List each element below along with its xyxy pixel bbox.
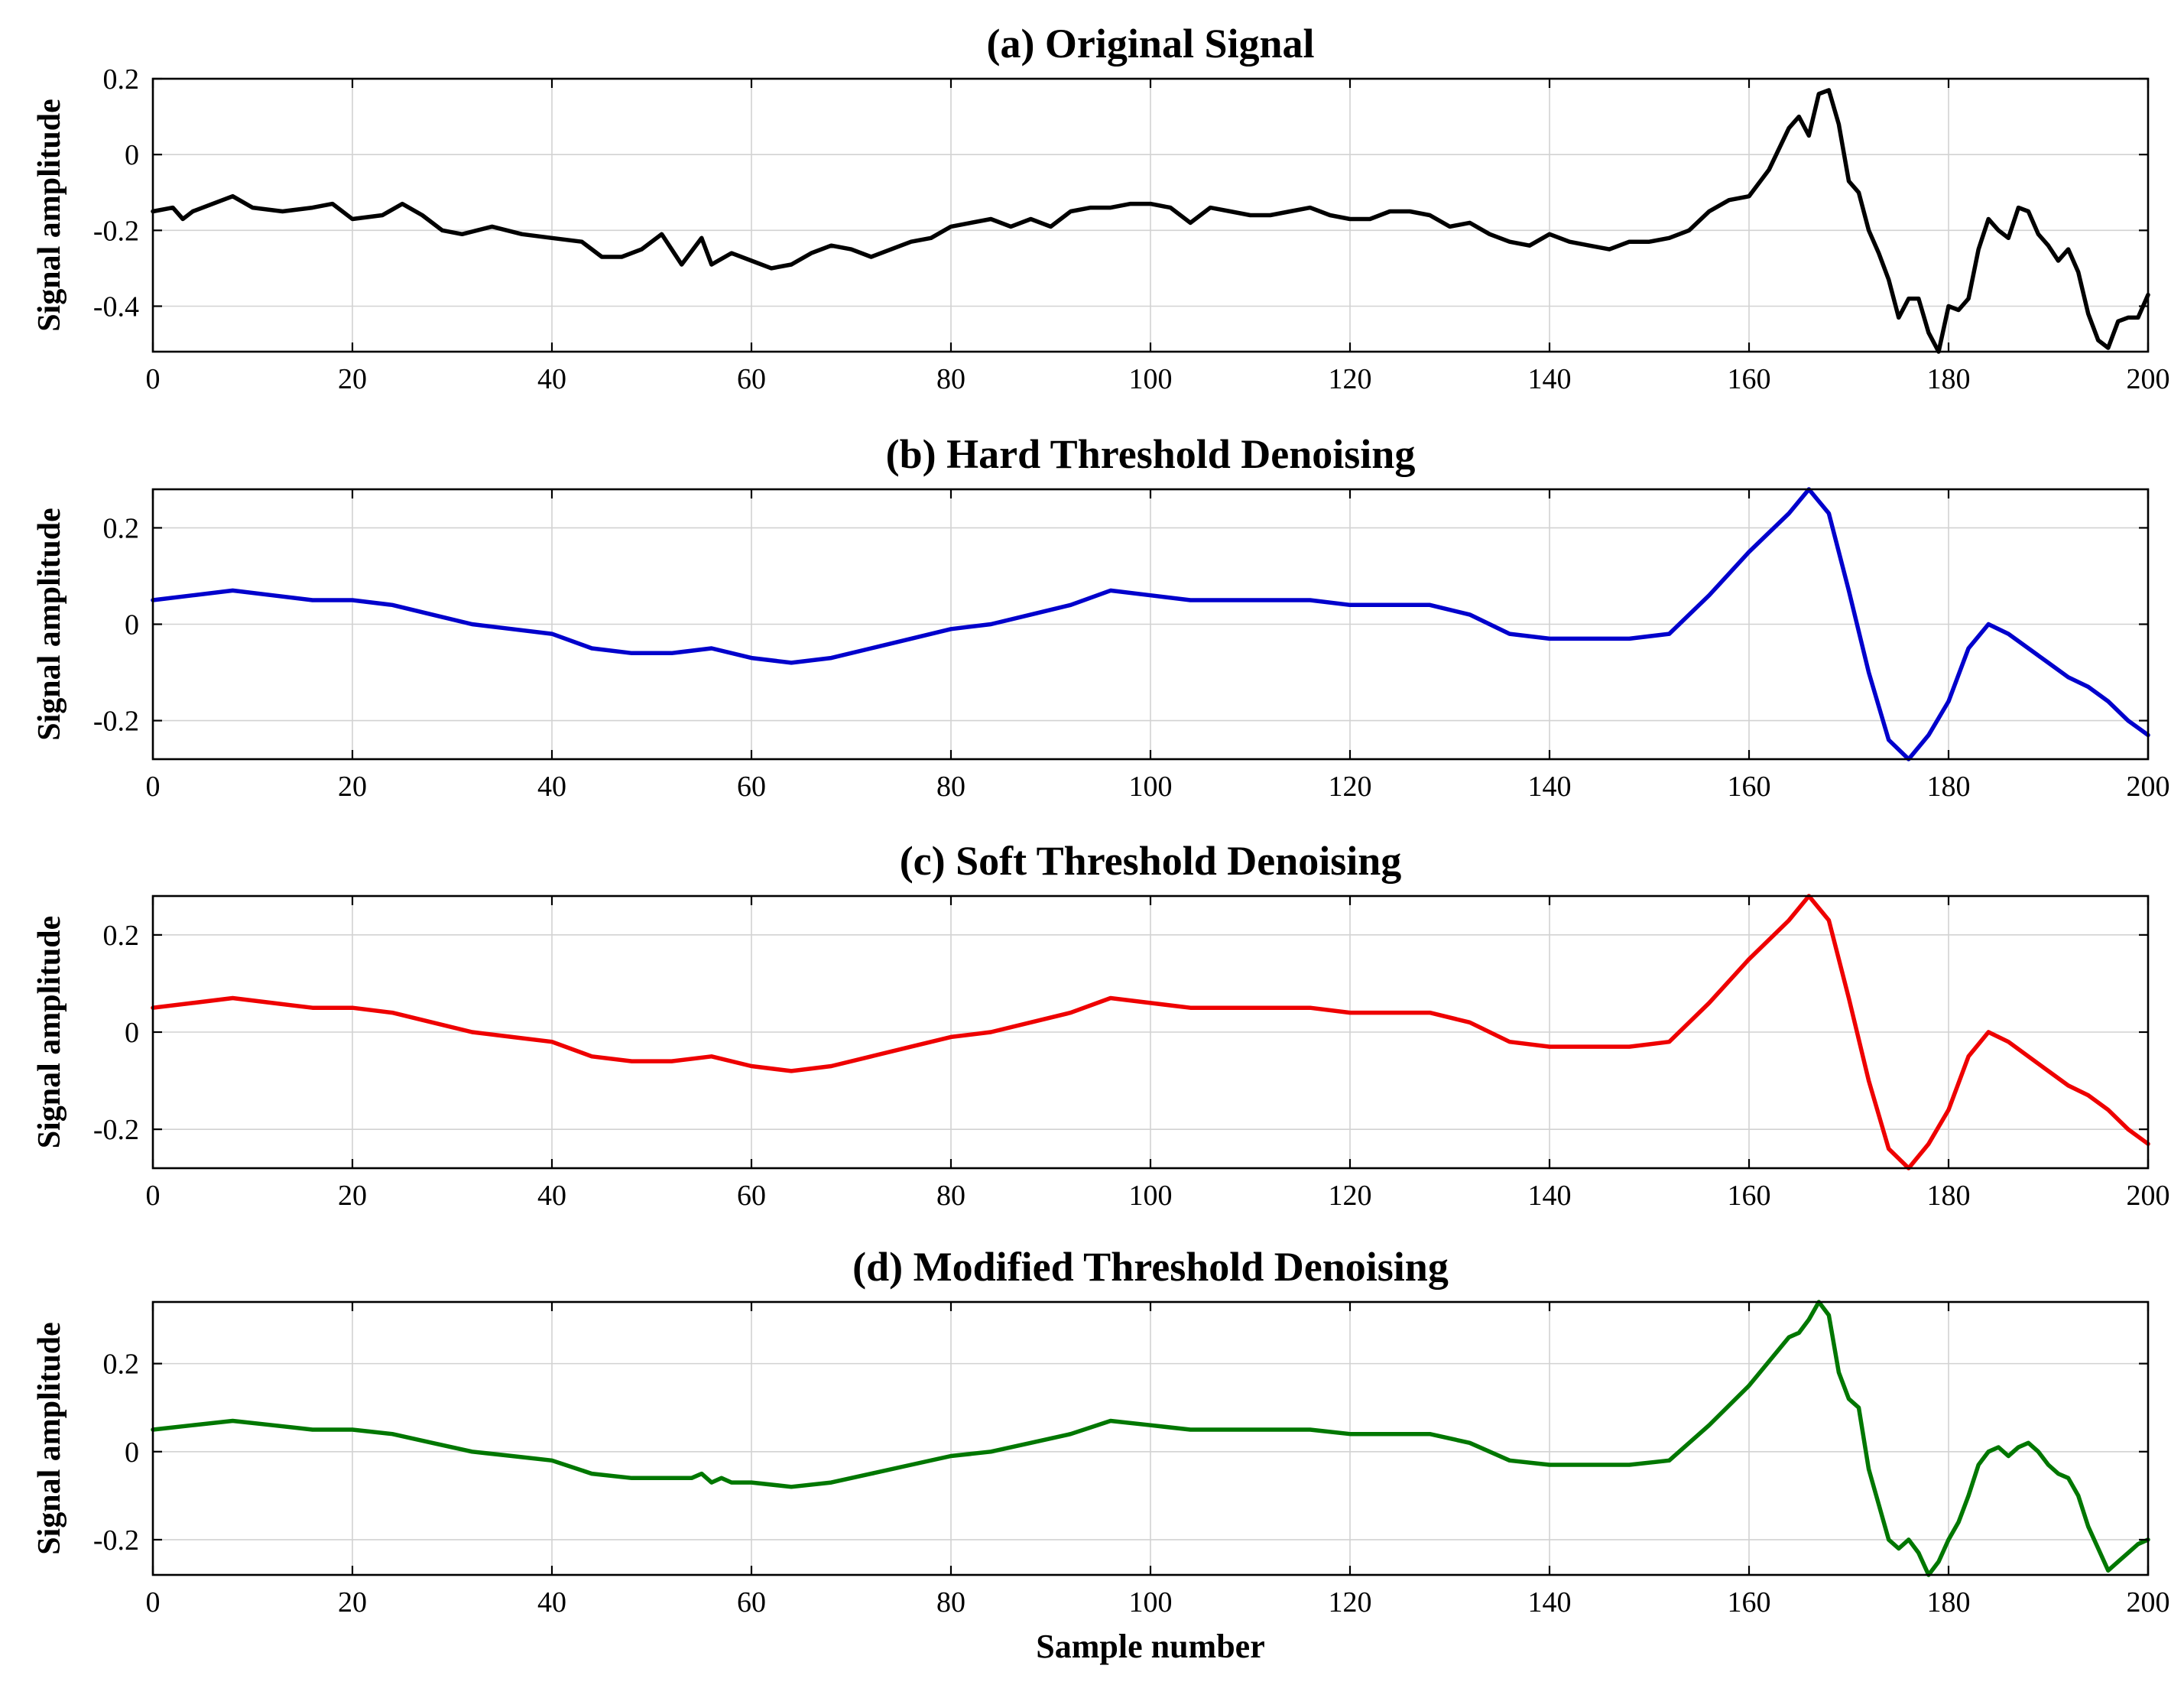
x-tick-label: 100: [1129, 771, 1173, 803]
y-tick-label: 0.2: [103, 1349, 140, 1381]
y-tick-label: -0.4: [93, 291, 139, 323]
x-tick-label: 80: [936, 363, 965, 395]
x-tick-label: 160: [1728, 771, 1771, 803]
y-tick-label: 0: [125, 139, 139, 171]
x-tick-label: 180: [1927, 771, 1971, 803]
x-tick-label: 140: [1528, 1586, 1572, 1618]
y-axis-label: Signal amplitude: [32, 99, 67, 332]
panel-1: 0 20 40 60 80 100 120 140 160 180 200 0.2 0 -0.2 (b) H…: [32, 431, 2170, 803]
x-tick-label: 40: [537, 1180, 566, 1212]
series-line: [151, 487, 2150, 761]
panel-title: (a) Original Signal: [986, 21, 1314, 67]
x-tick-label: 0: [146, 363, 161, 395]
x-tick-label: 200: [2127, 363, 2170, 395]
x-tick-label: 120: [1329, 1180, 1372, 1212]
x-axis-label: Sample number: [1036, 1628, 1264, 1665]
x-tick-label: 20: [338, 771, 367, 803]
x-tick-label: 60: [737, 771, 766, 803]
x-tick-label: 180: [1927, 363, 1971, 395]
y-tick-label: 0.2: [103, 920, 140, 952]
x-tick-label: 200: [2127, 1180, 2170, 1212]
x-tick-label: 100: [1129, 1586, 1173, 1618]
x-tick-label: 120: [1329, 771, 1372, 803]
x-tick-label: 40: [537, 771, 566, 803]
x-tick-label: 160: [1728, 1586, 1771, 1618]
x-tick-label: 120: [1329, 1586, 1372, 1618]
x-tick-label: 100: [1129, 1180, 1173, 1212]
x-tick-label: 180: [1927, 1586, 1971, 1618]
x-tick-label: 20: [338, 1180, 367, 1212]
panel-title: (b) Hard Threshold Denoising: [886, 431, 1416, 477]
x-tick-label: 80: [936, 1586, 965, 1618]
y-tick-label: 0.2: [103, 63, 140, 96]
x-tick-label: 40: [537, 1586, 566, 1618]
x-tick-label: 100: [1129, 363, 1173, 395]
x-tick-label: 160: [1728, 1180, 1771, 1212]
x-tick-label: 120: [1329, 363, 1372, 395]
panel-title: (c) Soft Threshold Denoising: [900, 838, 1402, 884]
y-tick-label: 0: [125, 1437, 139, 1469]
panel-title: (d) Modified Threshold Denoising: [852, 1244, 1449, 1290]
series-line: [151, 1300, 2150, 1577]
x-tick-label: 0: [146, 1586, 161, 1618]
x-tick-label: 80: [936, 771, 965, 803]
y-tick-label: 0.2: [103, 512, 140, 544]
x-tick-label: 40: [537, 363, 566, 395]
x-tick-label: 60: [737, 363, 766, 395]
x-tick-label: 80: [936, 1180, 965, 1212]
y-tick-label: 0: [125, 1017, 139, 1049]
x-tick-label: 60: [737, 1586, 766, 1618]
y-tick-label: -0.2: [93, 1524, 139, 1557]
x-tick-label: 160: [1728, 363, 1771, 395]
y-tick-label: -0.2: [93, 1114, 139, 1146]
series-line: [151, 88, 2150, 354]
y-tick-label: 0: [125, 609, 139, 641]
x-tick-label: 140: [1528, 1180, 1572, 1212]
x-tick-label: 200: [2127, 1586, 2170, 1618]
x-tick-label: 140: [1528, 363, 1572, 395]
y-tick-label: -0.2: [93, 706, 139, 738]
y-axis-label: Signal amplitude: [32, 1322, 67, 1555]
x-tick-label: 20: [338, 363, 367, 395]
panel-0: 0 20 40 60 80 100 120 140 160 180 200 0.2 0 -0.2 -0.4 (…: [32, 21, 2170, 395]
x-tick-label: 0: [146, 1180, 161, 1212]
x-tick-label: 20: [338, 1586, 367, 1618]
series-line: [151, 894, 2150, 1170]
x-tick-label: 200: [2127, 771, 2170, 803]
x-tick-label: 60: [737, 1180, 766, 1212]
y-axis-label: Signal amplitude: [32, 916, 67, 1149]
x-tick-label: 140: [1528, 771, 1572, 803]
y-axis-label: Signal amplitude: [32, 508, 67, 741]
x-tick-label: 0: [146, 771, 161, 803]
y-tick-label: -0.2: [93, 215, 139, 247]
x-tick-label: 180: [1927, 1180, 1971, 1212]
panel-2: 0 20 40 60 80 100 120 140 160 180 200 0.2 0 -0.2 (c) S…: [32, 838, 2170, 1212]
